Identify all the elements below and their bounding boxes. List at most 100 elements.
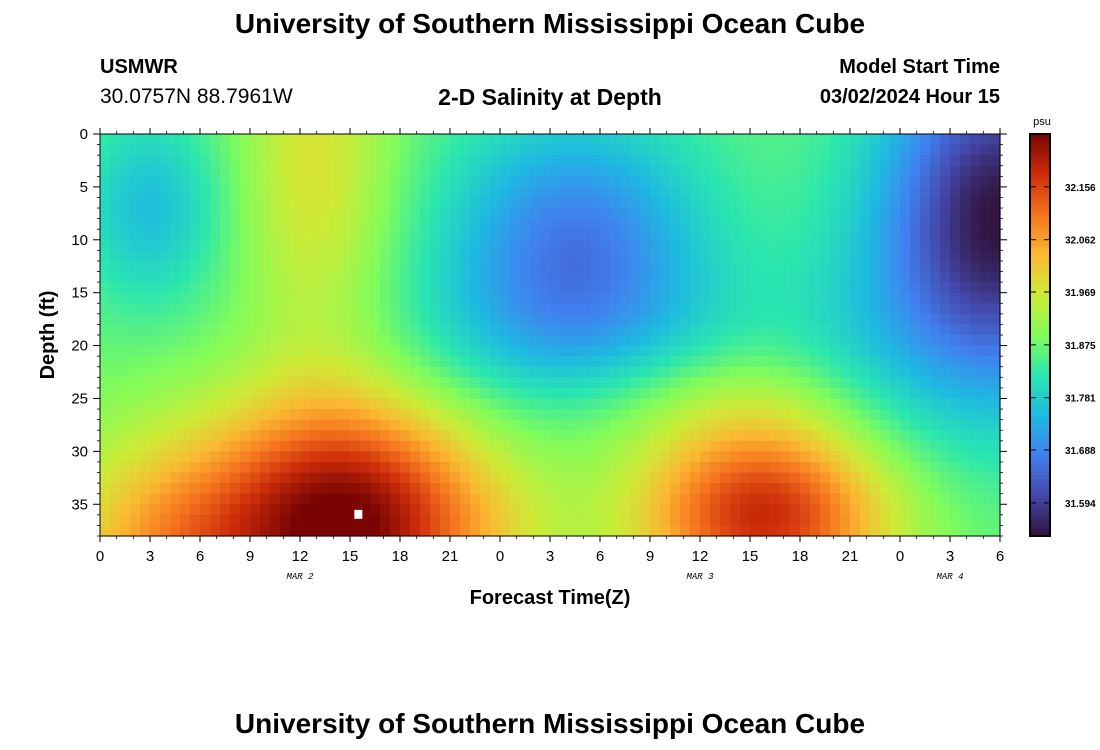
- heatmap-cell: [590, 165, 601, 177]
- heatmap-cell: [390, 493, 401, 505]
- heatmap-cell: [730, 144, 741, 156]
- heatmap-cell: [750, 525, 761, 537]
- heatmap-cell: [670, 239, 681, 251]
- heatmap-cell: [170, 366, 181, 378]
- colorbar-swatch: [1030, 150, 1050, 155]
- heatmap-cell: [490, 218, 501, 230]
- heatmap-cell: [220, 260, 231, 273]
- heatmap-cell: [940, 250, 951, 262]
- heatmap-cell: [610, 514, 621, 527]
- heatmap-cell: [720, 155, 731, 167]
- heatmap-cell: [150, 419, 161, 431]
- heatmap-cell: [670, 208, 681, 220]
- heatmap-cell: [960, 387, 971, 400]
- heatmap-cell: [190, 514, 201, 527]
- heatmap-cell: [860, 292, 871, 304]
- heatmap-cell: [110, 419, 121, 431]
- heatmap-cell: [340, 366, 351, 378]
- heatmap-cell: [370, 366, 381, 378]
- heatmap-cell: [780, 514, 791, 527]
- heatmap-cell: [250, 504, 261, 516]
- heatmap-cell: [310, 144, 321, 156]
- heatmap-cell: [510, 419, 521, 431]
- heatmap-cell: [250, 134, 261, 146]
- heatmap-cell: [400, 514, 411, 527]
- heatmap-cell: [920, 165, 931, 177]
- heatmap-cell: [950, 155, 961, 167]
- heatmap-cell: [110, 335, 121, 347]
- heatmap-cell: [980, 292, 991, 304]
- heatmap-cell: [170, 514, 181, 527]
- heatmap-cell: [560, 493, 571, 505]
- heatmap-cell: [900, 271, 911, 283]
- heatmap-cell: [210, 313, 221, 326]
- heatmap-cell: [630, 472, 641, 484]
- heatmap-cell: [680, 356, 691, 368]
- colorbar-swatch: [1030, 502, 1050, 507]
- heatmap-cell: [570, 377, 581, 389]
- heatmap-cell: [630, 303, 641, 315]
- heatmap-cell: [990, 419, 1001, 431]
- heatmap-cell: [630, 197, 641, 209]
- heatmap-cell: [570, 398, 581, 410]
- heatmap-cell: [200, 504, 211, 516]
- heatmap-cell: [200, 430, 211, 442]
- heatmap-cell: [480, 356, 491, 368]
- heatmap-cell: [490, 451, 501, 463]
- heatmap-cell: [300, 419, 311, 431]
- heatmap-cell: [130, 461, 141, 474]
- heatmap-cell: [160, 260, 171, 273]
- heatmap-cell: [310, 504, 321, 516]
- heatmap-cell: [610, 186, 621, 199]
- heatmap-cell: [320, 165, 331, 177]
- heatmap-cell: [120, 345, 131, 357]
- heatmap-cell: [680, 335, 691, 347]
- heatmap-cell: [220, 493, 231, 505]
- heatmap-cell: [640, 451, 651, 463]
- heatmap-cell: [640, 377, 651, 389]
- heatmap-cell: [770, 239, 781, 251]
- heatmap-cell: [840, 335, 851, 347]
- heatmap-cell: [680, 197, 691, 209]
- heatmap-cell: [420, 366, 431, 378]
- heatmap-cell: [230, 483, 241, 495]
- heatmap-cell: [670, 176, 681, 188]
- heatmap-cell: [150, 483, 161, 495]
- heatmap-cell: [720, 165, 731, 177]
- heatmap-cell: [310, 387, 321, 400]
- heatmap-cell: [590, 472, 601, 484]
- heatmap-cell: [700, 377, 711, 389]
- heatmap-cell: [780, 461, 791, 474]
- heatmap-cell: [560, 440, 571, 452]
- heatmap-cell: [330, 335, 341, 347]
- heatmap-cell: [190, 366, 201, 378]
- heatmap-cell: [510, 356, 521, 368]
- heatmap-cell: [290, 271, 301, 283]
- heatmap-cell: [350, 366, 361, 378]
- heatmap-cell: [240, 409, 251, 421]
- heatmap-cell: [870, 260, 881, 273]
- heatmap-cell: [170, 377, 181, 389]
- heatmap-cell: [580, 387, 591, 400]
- heatmap-cell: [100, 377, 111, 389]
- x-tick-label: 12: [292, 548, 309, 565]
- heatmap-cell: [990, 282, 1001, 294]
- heatmap-cell: [910, 398, 921, 410]
- heatmap-cell: [340, 377, 351, 389]
- heatmap-cell: [280, 461, 291, 474]
- heatmap-cell: [700, 144, 711, 156]
- heatmap-cell: [860, 229, 871, 241]
- heatmap-cell: [190, 197, 201, 209]
- heatmap-cell: [360, 377, 371, 389]
- heatmap-cell: [340, 335, 351, 347]
- heatmap-cell: [600, 186, 611, 199]
- heatmap-cell: [850, 324, 861, 336]
- heatmap-cell: [860, 430, 871, 442]
- heatmap-cell: [870, 155, 881, 167]
- heatmap-cell: [750, 250, 761, 262]
- heatmap-cell: [710, 197, 721, 209]
- heatmap-cell: [300, 366, 311, 378]
- heatmap-cell: [160, 440, 171, 452]
- colorbar-swatch: [1030, 442, 1050, 447]
- heatmap-cell: [780, 165, 791, 177]
